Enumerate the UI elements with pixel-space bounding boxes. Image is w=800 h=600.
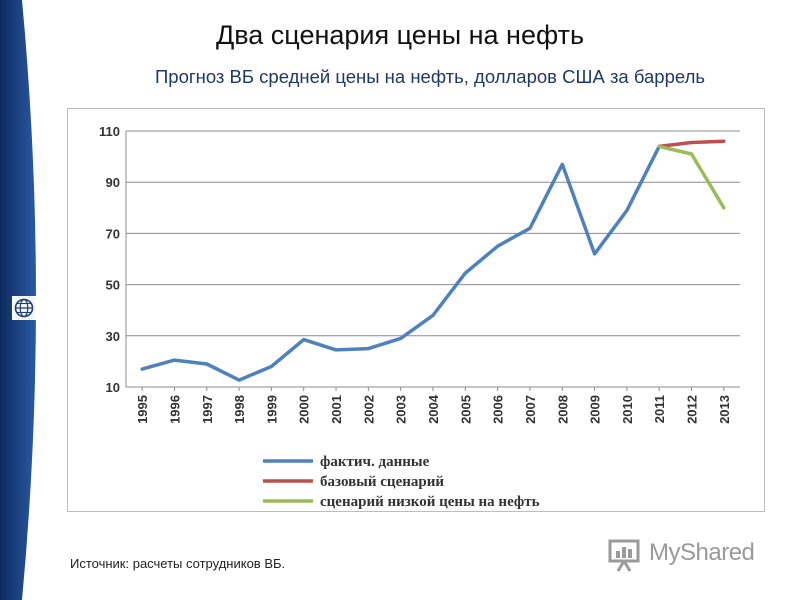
x-tick-label: 2010 (620, 395, 635, 424)
y-tick-label: 70 (106, 226, 120, 241)
x-tick-label: 2002 (361, 395, 376, 424)
x-tick-label: 2011 (652, 395, 667, 423)
y-tick-label: 50 (106, 278, 120, 293)
legend-label: базовый сценарий (320, 474, 444, 490)
series-line-0 (140, 144, 661, 382)
x-tick-label: 2001 (329, 395, 344, 424)
slide-subtitle: Прогноз ВБ средней цены на нефть, доллар… (155, 66, 705, 87)
world-bank-globe-icon (12, 296, 36, 320)
legend-label: сценарий низкой цены на нефть (320, 494, 540, 510)
slide-title: Два сценария цены на нефть (215, 20, 585, 50)
x-tick-label: 2012 (685, 395, 700, 424)
series-line-1 (657, 139, 726, 149)
x-tick-label: 2000 (297, 395, 312, 424)
x-tick-label: 2006 (491, 395, 506, 424)
myshared-presentation-icon (608, 539, 640, 572)
y-tick-label: 110 (99, 124, 120, 139)
series-line-2 (657, 144, 726, 210)
x-tick-label: 2007 (523, 395, 538, 424)
x-tick-label: 1997 (200, 395, 215, 424)
chart-frame: 10 30 50 70 90 110 1995 1996 1997 1998 1999 2000 200… (67, 108, 765, 512)
y-tick-label: 10 (106, 380, 120, 395)
x-tick-label: 2005 (458, 395, 473, 424)
x-tick-label: 1996 (167, 395, 182, 424)
oil-price-chart: 10 30 50 70 90 110 1995 1996 1997 1998 1999 2000 200… (99, 124, 740, 510)
x-tick-label: 2009 (588, 395, 603, 424)
y-tick-label: 90 (106, 175, 120, 190)
source-note: Источник: расчеты сотрудников ВБ. (70, 556, 286, 571)
x-tick-label: 2003 (394, 395, 409, 424)
y-tick-label: 30 (106, 329, 120, 344)
x-tick-label: 2008 (555, 395, 570, 424)
x-tick-label: 2004 (426, 394, 441, 424)
x-tick-label: 1998 (232, 395, 247, 424)
x-tick-label: 1995 (135, 395, 150, 424)
legend-label: фактич. данные (320, 454, 430, 470)
watermark: MyShared (607, 537, 767, 573)
x-tick-label: 2013 (717, 395, 732, 424)
x-tick-label: 1999 (264, 395, 279, 424)
watermark-text: MyShared (649, 539, 755, 566)
